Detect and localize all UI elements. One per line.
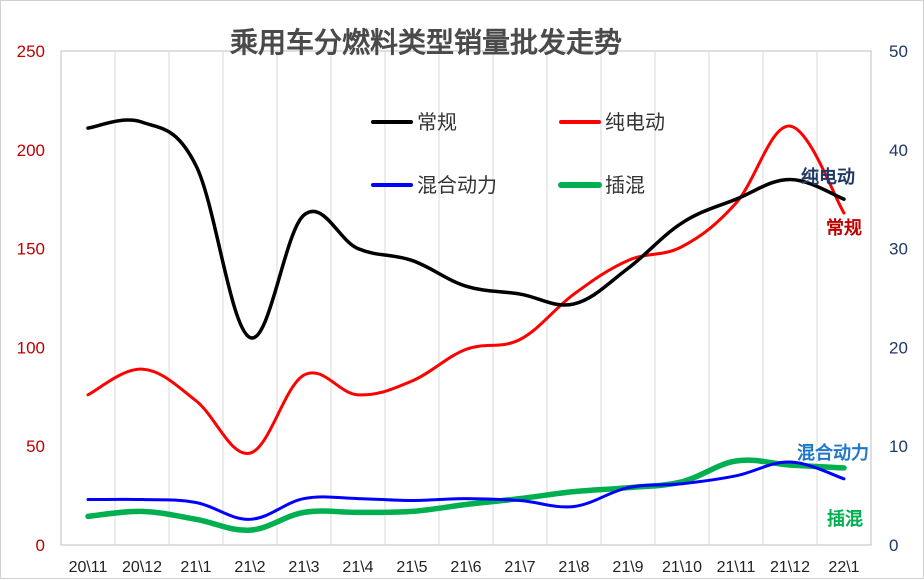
left-axis-tick-label: 100 [17,338,45,357]
x-axis-tick-label: 21\11 [717,559,756,576]
annotation-hunhe: 混合动力 [797,442,869,464]
legend-label-changgui: 常规 [417,110,457,134]
annotation-changgui: 常规 [826,217,862,239]
axis-layer: 0 50 100 150 200 250 0 10 20 30 40 50 20\11 20\12 21\1… [17,42,908,576]
legend-label-chahun: 插混 [605,173,645,197]
legend: 常规 纯电动 混合动力 插混 [373,110,665,197]
x-axis-tick-label: 21\6 [450,559,481,576]
x-axis-tick-label: 20\12 [122,559,162,576]
right-axis-tick-label: 50 [889,42,908,61]
x-axis-tick-label: 21\5 [396,559,427,576]
x-axis-tick-label: 21\10 [662,559,702,576]
x-axis-tick-label: 21\7 [504,559,535,576]
left-axis-tick-label: 250 [17,42,45,61]
left-axis-tick-label: 0 [36,536,45,555]
legend-item-hunhe: 混合动力 [373,173,497,197]
x-axis-tick-label: 21\8 [558,559,589,576]
legend-label-hunhe: 混合动力 [417,173,497,197]
x-axis-tick-label: 21\3 [288,559,319,576]
left-axis-tick-label: 200 [17,141,45,160]
series-line-0 [88,120,844,338]
series-line-2 [88,462,844,519]
right-axis-tick-label: 10 [889,437,908,456]
legend-item-chundiandong: 纯电动 [561,110,665,134]
series-line-3 [88,460,844,530]
x-axis-tick-label: 21\1 [180,559,211,576]
x-axis-tick-label: 22\1 [828,559,859,576]
x-axis-tick-label: 21\4 [342,559,373,576]
right-axis-tick-label: 30 [889,240,908,259]
right-axis-tick-label: 40 [889,141,908,160]
right-axis-tick-label: 20 [889,338,908,357]
x-axis-tick-label: 20\11 [69,559,108,576]
x-axis-tick-label: 21\2 [234,559,265,576]
left-axis-tick-label: 150 [17,240,45,259]
chart-title: 乘用车分燃料类型销量批发走势 [230,26,622,59]
x-axis-tick-label: 21\9 [612,559,643,576]
annotation-chahun: 插混 [827,508,863,530]
annotation-chundiandong: 纯电动 [801,166,855,188]
x-axis-tick-label: 21\12 [770,559,810,576]
legend-item-chahun: 插混 [561,173,645,197]
left-axis-tick-label: 50 [26,437,45,456]
right-axis-tick-label: 0 [889,536,898,555]
legend-label-chundiandong: 纯电动 [605,110,665,134]
legend-item-changgui: 常规 [373,110,457,134]
